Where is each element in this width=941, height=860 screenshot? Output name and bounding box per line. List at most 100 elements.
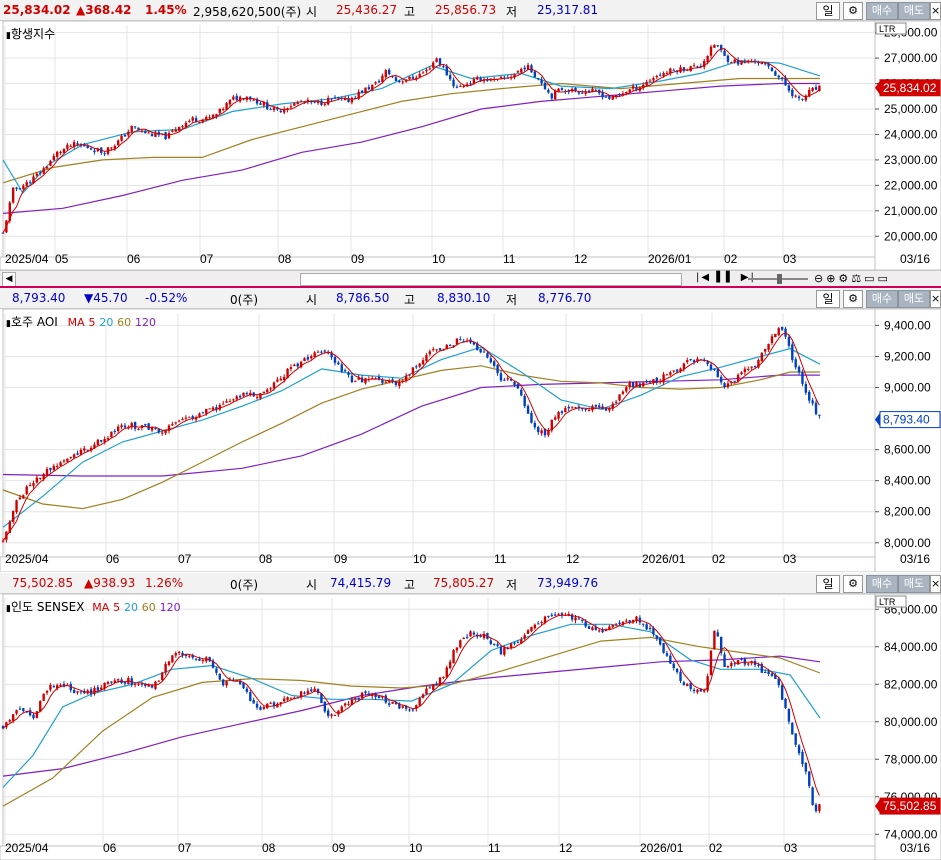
buy-button[interactable]: 매수: [866, 290, 898, 308]
candle-body: [269, 388, 272, 390]
candle-body: [377, 81, 381, 83]
candle-body: [147, 423, 150, 430]
candle-body: [364, 691, 367, 693]
candle-body: [587, 626, 591, 629]
low-value: 25,317.81: [537, 3, 599, 17]
buy-button[interactable]: 매수: [866, 2, 898, 20]
candle-body: [266, 102, 269, 110]
period-button[interactable]: 일: [816, 2, 840, 20]
candle-body: [706, 56, 709, 63]
candle-body: [238, 395, 242, 398]
candle-body: [611, 403, 614, 409]
scroll-left-icon[interactable]: ◀: [2, 272, 16, 287]
period-button[interactable]: 일: [816, 290, 840, 308]
candle-body: [621, 621, 625, 626]
candle-body: [303, 101, 306, 103]
candle-body: [313, 101, 316, 103]
candle-body: [252, 700, 255, 704]
candle-body: [76, 453, 79, 455]
zoom-tool-icons[interactable]: ⊖⊕⚙⚖▭▭: [814, 272, 891, 285]
candle-body: [455, 338, 459, 345]
sell-button[interactable]: 매도: [898, 290, 930, 308]
candle-body: [811, 87, 814, 91]
last-price-pointer: [875, 799, 880, 814]
candle-body: [110, 147, 113, 149]
x-tick-label: 07: [178, 552, 192, 566]
zoom-slider-handle[interactable]: [777, 274, 782, 284]
low-value: 8,776.70: [538, 291, 592, 305]
candle-body: [448, 74, 452, 80]
sell-button[interactable]: 매도: [898, 2, 930, 20]
scroll-thumb[interactable]: [300, 273, 682, 286]
candle-body: [262, 706, 266, 709]
candle-body: [282, 698, 286, 702]
candle-body: [736, 59, 740, 65]
scale-tag-box: [875, 595, 907, 608]
close-icon[interactable]: ×: [930, 2, 941, 20]
candle-body: [360, 90, 364, 93]
candle-body: [462, 637, 465, 639]
period-button[interactable]: 일: [816, 575, 840, 593]
candle-body: [733, 380, 736, 382]
candle-body: [692, 360, 696, 363]
sell-button[interactable]: 매도: [898, 575, 930, 593]
candle-body: [381, 379, 384, 384]
candle-body: [804, 383, 808, 393]
candle-body: [570, 407, 574, 409]
candle-body: [86, 449, 89, 451]
ma20-line: [2, 346, 821, 528]
x-tick-label: 03: [783, 552, 797, 566]
candle-body: [15, 500, 18, 513]
candle-body: [333, 357, 337, 363]
candle-body: [723, 50, 726, 56]
candle-body: [387, 703, 391, 705]
last-price-box: [879, 797, 941, 815]
candle-body: [137, 127, 140, 130]
price-chart[interactable]: 28,000.0027,000.0026,000.0025,000.0024,0…: [0, 21, 941, 270]
price-chart[interactable]: 9,400.00 9,200.00 9,000.00 8,600.00 8,400.00…: [0, 309, 941, 572]
ma120-legend: 120: [159, 601, 181, 614]
candle-body: [760, 352, 764, 362]
candle-body: [448, 344, 452, 346]
price-chart[interactable]: 86,000.00 84,000.00 82,000.00 80,000.00 78,0…: [0, 594, 941, 860]
buy-button[interactable]: 매수: [866, 575, 898, 593]
candle-body: [25, 711, 28, 713]
candle-body: [164, 664, 167, 673]
candle-body: [628, 620, 631, 623]
candle-body: [594, 626, 598, 630]
candle-body: [113, 680, 116, 683]
candle-body: [784, 77, 787, 86]
candle-body: [272, 702, 276, 707]
candle-body: [171, 424, 174, 426]
candle-body: [743, 368, 747, 373]
close-icon[interactable]: ×: [930, 575, 941, 593]
chart-title: ▮항생지수: [6, 27, 56, 41]
candle-body: [479, 635, 482, 637]
x-tick-label: 08: [259, 552, 273, 566]
close-icon[interactable]: ×: [930, 290, 941, 308]
candle-body: [442, 66, 445, 68]
candle-body: [11, 714, 15, 721]
gear-icon[interactable]: ⚙: [843, 2, 863, 20]
candle-body: [784, 698, 787, 709]
candle-body: [25, 182, 28, 186]
candle-body: [581, 92, 584, 94]
candle-body: [591, 627, 594, 630]
candle-body: [299, 361, 303, 368]
gear-icon[interactable]: ⚙: [843, 290, 863, 308]
candle-body: [401, 380, 404, 382]
x-axis-area: [0, 256, 876, 270]
candle-body: [225, 401, 228, 403]
candle-body: [35, 477, 39, 483]
candle-body: [49, 467, 52, 470]
x-tick-label: 07: [200, 252, 214, 266]
candle-body: [191, 654, 194, 658]
gear-icon[interactable]: ⚙: [843, 575, 863, 593]
candle-body: [432, 684, 435, 690]
x-tick-label: 10: [409, 841, 423, 855]
playback-controls[interactable]: |◀ ▌▌ ▶|: [696, 272, 756, 283]
candle-body: [696, 66, 699, 68]
candle-body: [736, 660, 740, 665]
candle-body: [459, 85, 462, 87]
candle-body: [140, 683, 144, 685]
